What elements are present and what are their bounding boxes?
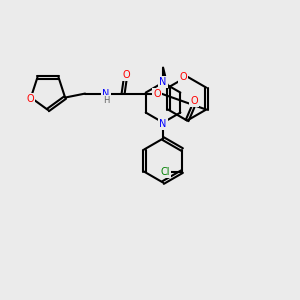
Text: O: O (190, 96, 198, 106)
Text: O: O (179, 72, 187, 82)
Text: O: O (153, 88, 161, 99)
Text: N: N (102, 88, 110, 99)
Text: N: N (159, 76, 167, 87)
Text: H: H (103, 96, 109, 105)
Text: Cl: Cl (160, 167, 170, 177)
Text: O: O (122, 70, 130, 80)
Text: N: N (159, 118, 167, 129)
Text: O: O (26, 94, 34, 103)
